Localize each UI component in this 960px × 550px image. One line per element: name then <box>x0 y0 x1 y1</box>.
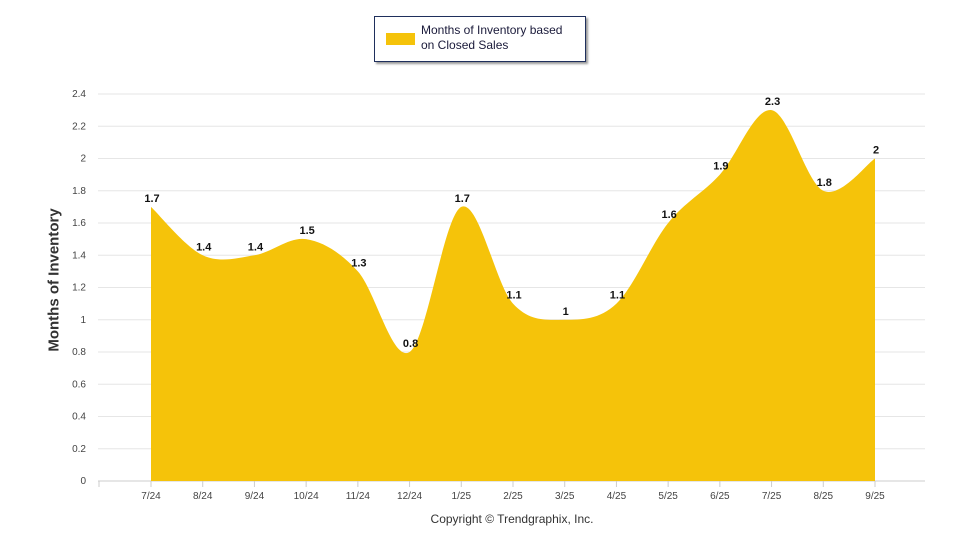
x-tick-label: 11/24 <box>346 491 371 502</box>
y-tick-label: 1.4 <box>72 250 86 261</box>
x-tick-label: 7/24 <box>141 491 161 502</box>
data-label: 1.9 <box>713 161 728 173</box>
data-label: 1.8 <box>817 177 832 189</box>
data-label: 1.6 <box>661 209 676 221</box>
data-label: 1.1 <box>610 290 625 302</box>
x-tick-label: 5/25 <box>658 491 678 502</box>
legend-swatch <box>386 33 415 45</box>
y-tick-label: 2.2 <box>72 121 86 132</box>
y-tick-label: 2 <box>80 154 86 165</box>
x-tick-label: 4/25 <box>607 491 627 502</box>
data-label: 1.5 <box>299 225 314 237</box>
x-tick-label: 10/24 <box>294 491 319 502</box>
legend-line-2: on Closed Sales <box>421 38 509 52</box>
x-tick-label: 9/24 <box>245 491 265 502</box>
x-tick-label: 12/24 <box>397 491 422 502</box>
x-tick-label: 3/25 <box>555 491 575 502</box>
data-label: 1.7 <box>144 193 159 205</box>
x-tick-label: 8/24 <box>193 491 213 502</box>
legend-label: Months of Inventory based on Closed Sales <box>421 23 562 53</box>
y-tick-label: 1 <box>80 315 86 326</box>
data-label: 1 <box>563 306 569 318</box>
y-tick-label: 0.4 <box>72 412 86 423</box>
y-tick-label: 1.8 <box>72 186 86 197</box>
data-label: 0.8 <box>403 338 418 350</box>
y-tick-label: 0.6 <box>72 379 86 390</box>
data-label: 2 <box>873 145 879 157</box>
y-axis-label: Months of Inventory <box>45 208 63 352</box>
x-tick-label: 1/25 <box>452 491 472 502</box>
data-label: 1.3 <box>351 257 366 269</box>
x-tick-label: 6/25 <box>710 491 730 502</box>
y-tick-label: 0 <box>80 476 86 487</box>
area-series <box>151 110 875 481</box>
data-label: 1.1 <box>506 290 521 302</box>
legend-line-1: Months of Inventory based <box>421 23 563 37</box>
y-tick-label: 0.2 <box>72 444 86 455</box>
data-label: 1.4 <box>196 241 212 253</box>
data-label: 1.7 <box>455 193 470 205</box>
x-tick-label: 8/25 <box>814 491 834 502</box>
x-tick-label: 2/25 <box>503 491 523 502</box>
data-label: 2.3 <box>765 96 780 108</box>
data-label: 1.4 <box>248 241 264 253</box>
copyright: Copyright © Trendgraphix, Inc. <box>430 512 594 526</box>
y-tick-label: 0.8 <box>72 347 86 358</box>
y-tick-label: 1.2 <box>72 283 86 294</box>
x-tick-label: 7/25 <box>762 491 782 502</box>
x-tick-label: 9/25 <box>865 491 885 502</box>
y-tick-label: 1.6 <box>72 218 86 229</box>
y-tick-label: 2.4 <box>72 89 86 100</box>
legend: Months of Inventory based on Closed Sales <box>374 16 586 62</box>
